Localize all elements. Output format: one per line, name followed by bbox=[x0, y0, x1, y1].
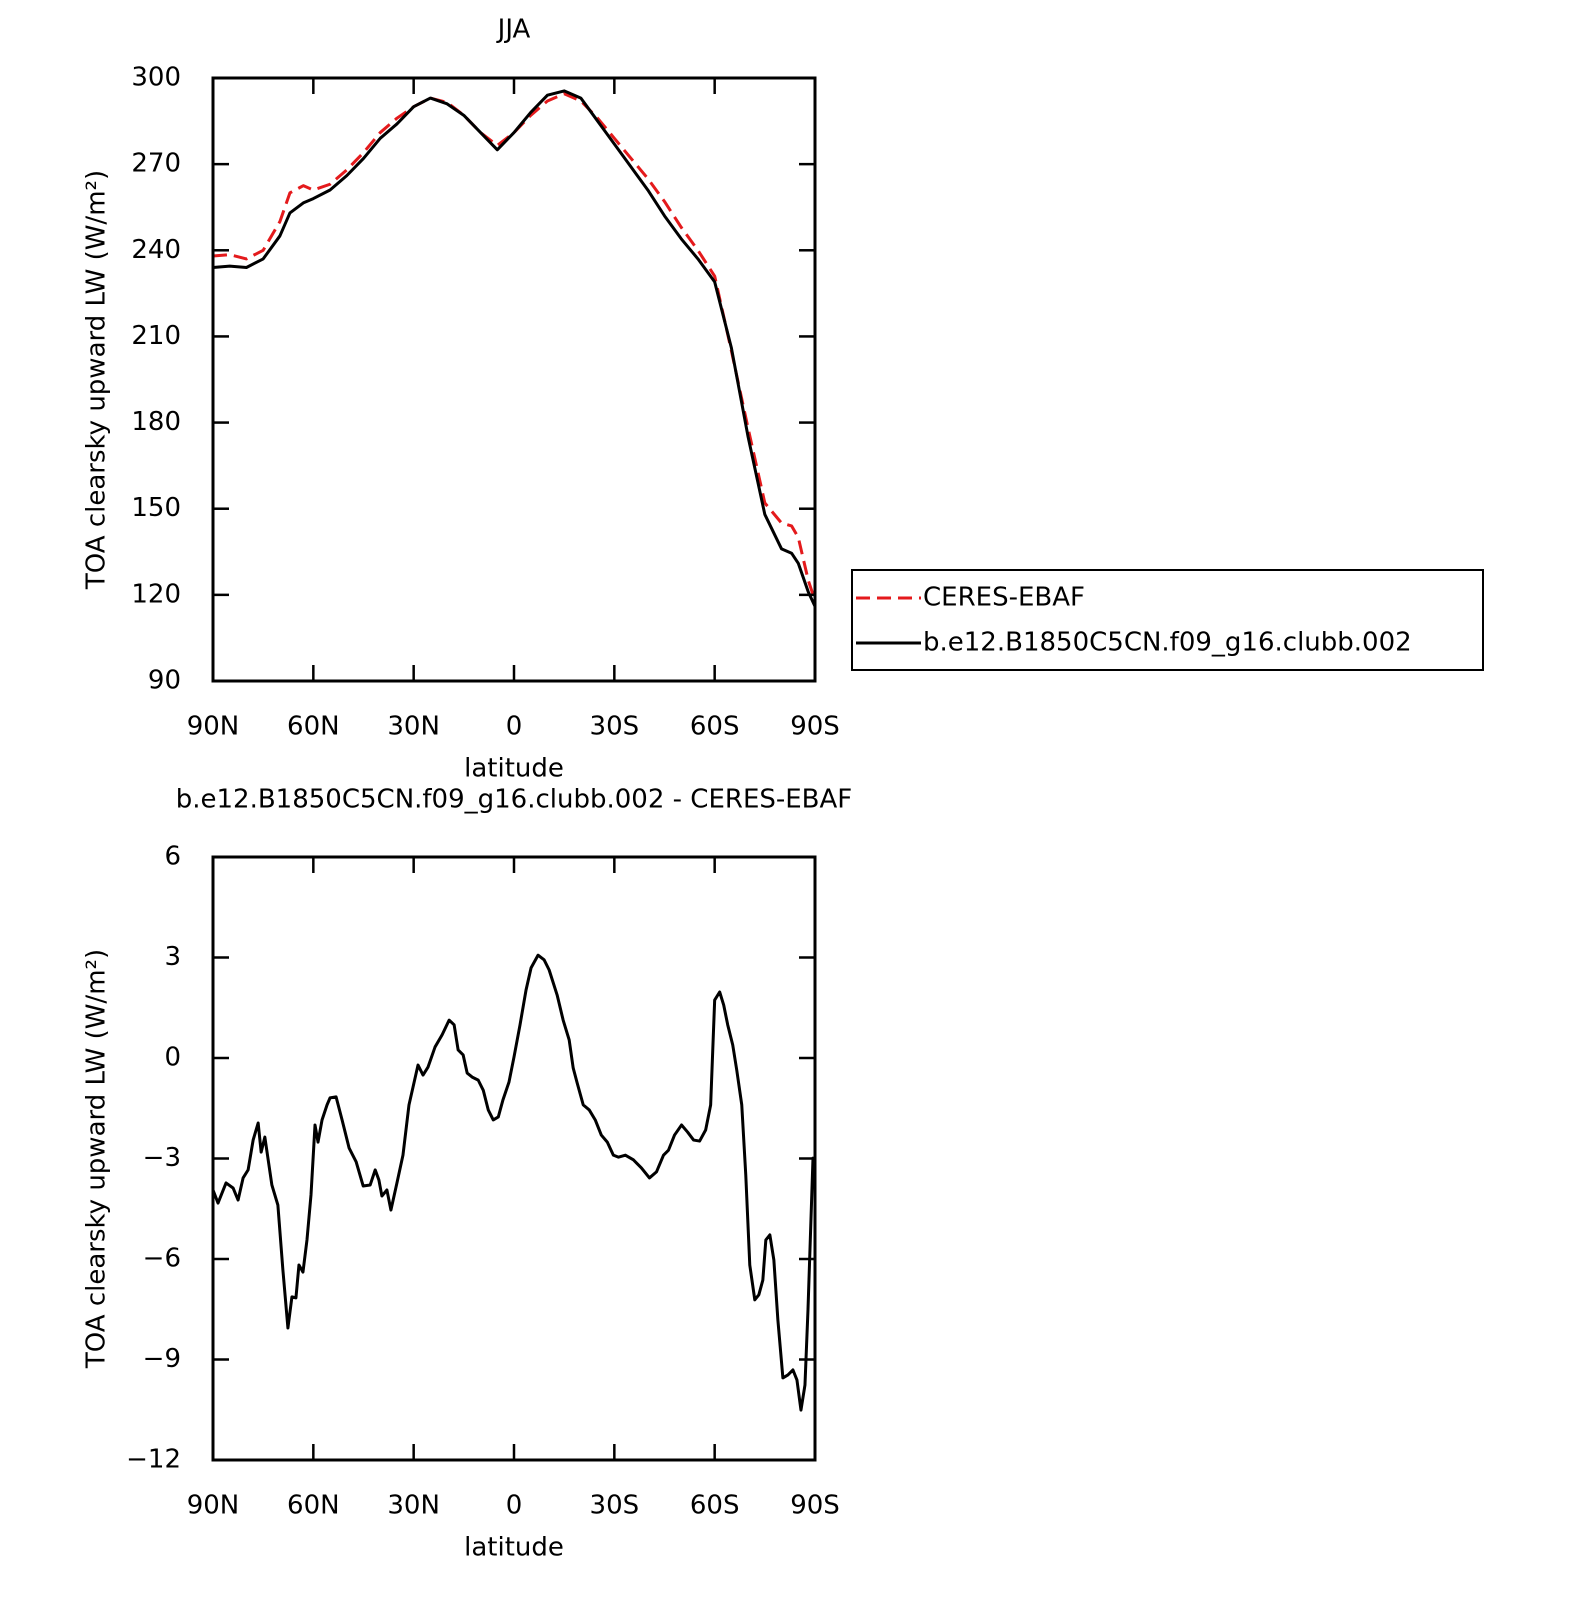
x-tick-label: 90N bbox=[187, 712, 240, 742]
y-tick-label: 240 bbox=[131, 235, 181, 265]
x-tick-label: 0 bbox=[506, 712, 523, 742]
y-tick-label: −6 bbox=[143, 1244, 181, 1274]
y-tick-label: 90 bbox=[148, 666, 181, 696]
y-tick-label: −12 bbox=[126, 1445, 181, 1475]
x-tick-label: 90S bbox=[790, 1491, 840, 1521]
y-tick-label: 300 bbox=[131, 63, 181, 93]
y-tick-label: 210 bbox=[131, 321, 181, 351]
y-tick-label: 270 bbox=[131, 149, 181, 179]
x-tick-label: 30S bbox=[590, 712, 640, 742]
x-tick-label: 90N bbox=[187, 1491, 240, 1521]
x-tick-label: 30N bbox=[387, 712, 440, 742]
y-tick-label: 6 bbox=[164, 842, 181, 872]
data-line bbox=[211, 953, 817, 1412]
data-line bbox=[212, 89, 817, 607]
plot-frame bbox=[211, 855, 817, 1462]
x-tick-label: 30N bbox=[387, 1491, 440, 1521]
y-tick-label: 180 bbox=[131, 407, 181, 437]
legend-label: CERES-EBAF bbox=[923, 583, 1085, 613]
x-tick-label: 0 bbox=[506, 1491, 523, 1521]
x-tick-label: 60N bbox=[287, 1491, 340, 1521]
x-axis-label: latitude bbox=[464, 754, 564, 784]
y-tick-label: −9 bbox=[143, 1344, 181, 1374]
y-axis-label: TOA clearsky upward LW (W/m²) bbox=[82, 170, 112, 590]
y-tick-label: 3 bbox=[164, 942, 181, 972]
x-tick-label: 60S bbox=[690, 1491, 740, 1521]
x-tick-label: 90S bbox=[790, 712, 840, 742]
x-tick-label: 30S bbox=[590, 1491, 640, 1521]
chart-title: b.e12.B1850C5CN.f09_g16.clubb.002 - CERE… bbox=[176, 785, 853, 815]
legend-box bbox=[851, 569, 1484, 671]
legend-label: b.e12.B1850C5CN.f09_g16.clubb.002 bbox=[923, 628, 1412, 658]
x-tick-label: 60N bbox=[287, 712, 340, 742]
y-tick-label: 150 bbox=[131, 493, 181, 523]
chart-title: JJA bbox=[496, 15, 531, 45]
y-tick-label: −3 bbox=[143, 1143, 181, 1173]
data-line bbox=[212, 92, 817, 602]
x-axis-label: latitude bbox=[464, 1533, 564, 1563]
x-tick-label: 60S bbox=[690, 712, 740, 742]
y-tick-label: 120 bbox=[131, 579, 181, 609]
plot-frame bbox=[211, 76, 817, 683]
y-axis-label: TOA clearsky upward LW (W/m²) bbox=[82, 949, 112, 1369]
y-tick-label: 0 bbox=[164, 1043, 181, 1073]
